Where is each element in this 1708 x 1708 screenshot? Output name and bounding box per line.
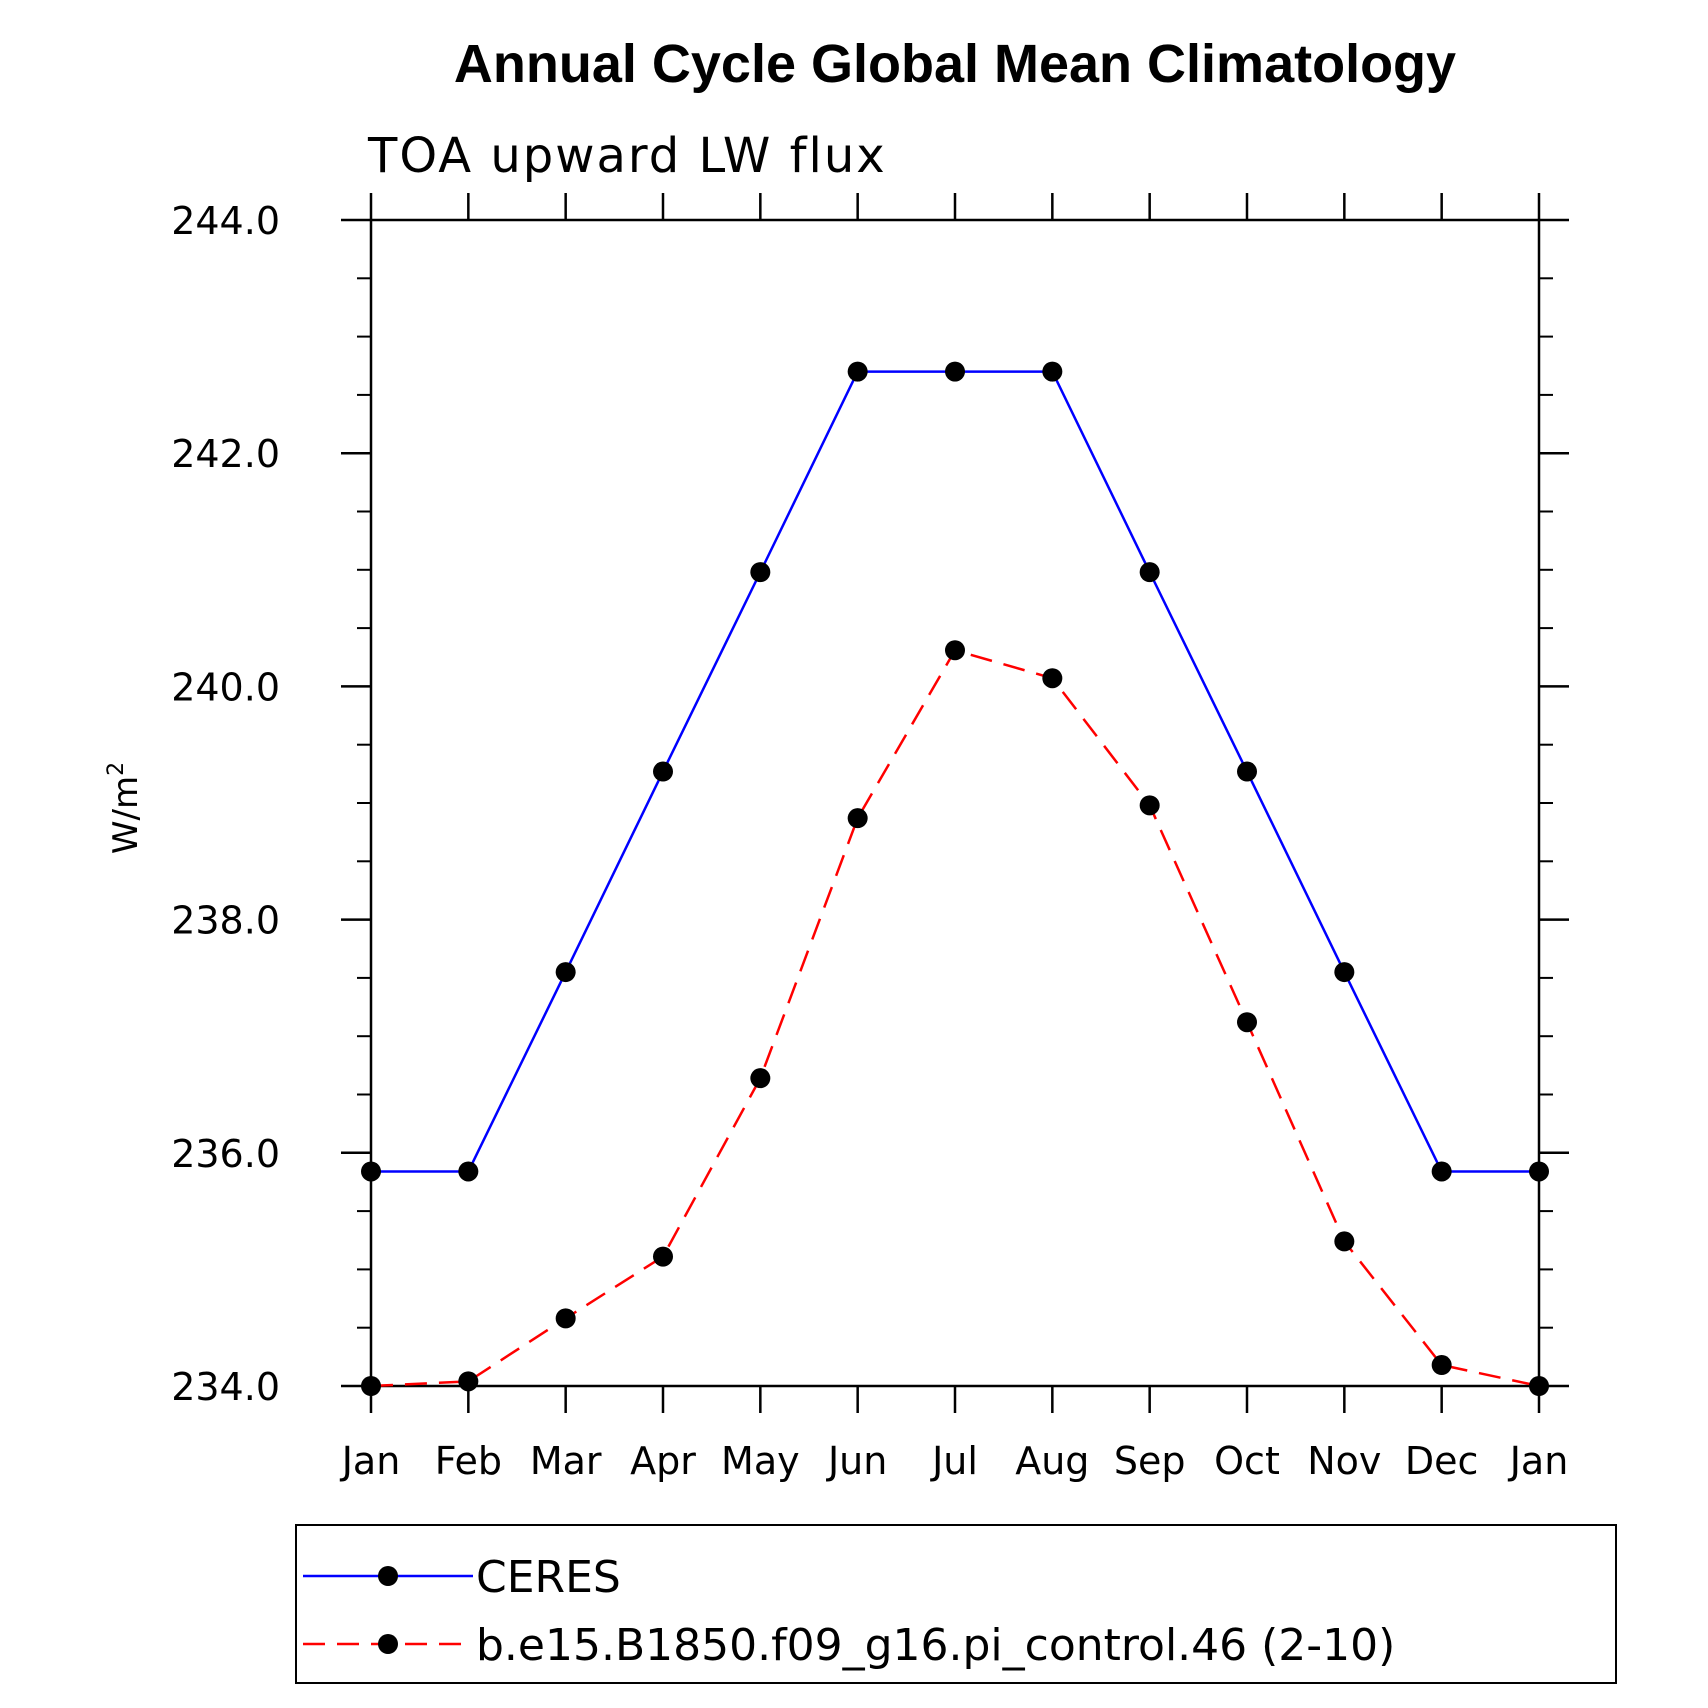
series-1-point (1237, 761, 1257, 782)
x-tick-label: Jun (826, 1439, 887, 1483)
series-1-point (1042, 361, 1063, 382)
y-tick-label: 240.0 (171, 665, 280, 709)
x-tick-label: Mar (530, 1439, 602, 1483)
series-2-point (1237, 1012, 1257, 1033)
y-axis-label-superscript: 2 (104, 762, 129, 776)
series-2-point (361, 1376, 381, 1396)
x-tick-label: Jan (340, 1439, 401, 1483)
series-2-point (847, 808, 868, 829)
series-1-point (555, 962, 576, 983)
series-1-point (458, 1161, 479, 1182)
legend-label-2: b.e15.B1850.f09_g16.pi_control.46 (2-10) (476, 1620, 1395, 1671)
series-2-point (750, 1068, 771, 1089)
y-tick-label: 244.0 (171, 199, 280, 243)
series-2-point (945, 640, 965, 661)
series-1-point (1529, 1161, 1549, 1182)
x-tick-label: Jul (930, 1439, 978, 1483)
x-tick-label: Dec (1405, 1439, 1479, 1483)
series-1-point (1139, 562, 1160, 583)
series-2-point (1042, 668, 1063, 689)
series-1-point (653, 761, 673, 782)
x-tick-label: May (721, 1439, 800, 1483)
plot-frame (369, 218, 1541, 1388)
y-axis-label: W/m2 (104, 762, 146, 854)
y-axis-label-unit: W/m (106, 776, 146, 854)
series-1-point (1431, 1161, 1452, 1182)
x-tick-label: Apr (630, 1439, 696, 1483)
legend-label-1: CERES (476, 1552, 621, 1603)
x-tick-label: Jan (1508, 1439, 1569, 1483)
series-1-point (945, 361, 965, 382)
x-tick-label: Aug (1015, 1439, 1089, 1483)
series-1-point (361, 1161, 381, 1182)
series-2-point (1529, 1376, 1549, 1396)
series-1-point (847, 361, 868, 382)
chart-title: Annual Cycle Global Mean Climatology (454, 34, 1456, 94)
x-tick-label: Nov (1307, 1439, 1381, 1483)
series-line-2 (370, 648, 1540, 1388)
legend-marker-1 (378, 1566, 398, 1586)
chart-subtitle: TOA upward LW flux (367, 128, 887, 184)
series-2-point (653, 1246, 673, 1267)
x-tick-label: Sep (1114, 1439, 1186, 1483)
y-tick-label: 238.0 (171, 899, 280, 943)
series-2-point (1334, 1231, 1355, 1252)
series-1-point (750, 562, 771, 583)
y-tick-label: 242.0 (171, 432, 280, 476)
x-tick-label: Feb (435, 1439, 502, 1483)
x-tick-label: Oct (1214, 1439, 1280, 1483)
series-2-point (1139, 795, 1160, 816)
legend-marker-2 (378, 1634, 398, 1654)
y-tick-label: 234.0 (171, 1365, 280, 1409)
y-tick-label: 236.0 (171, 1132, 280, 1176)
series-2-point (458, 1371, 479, 1392)
legend-box (295, 1524, 1617, 1684)
series-1-point (1334, 962, 1355, 983)
series-2-point (555, 1308, 576, 1329)
series-line-1 (371, 370, 1539, 1173)
series-2-point (1431, 1355, 1452, 1376)
